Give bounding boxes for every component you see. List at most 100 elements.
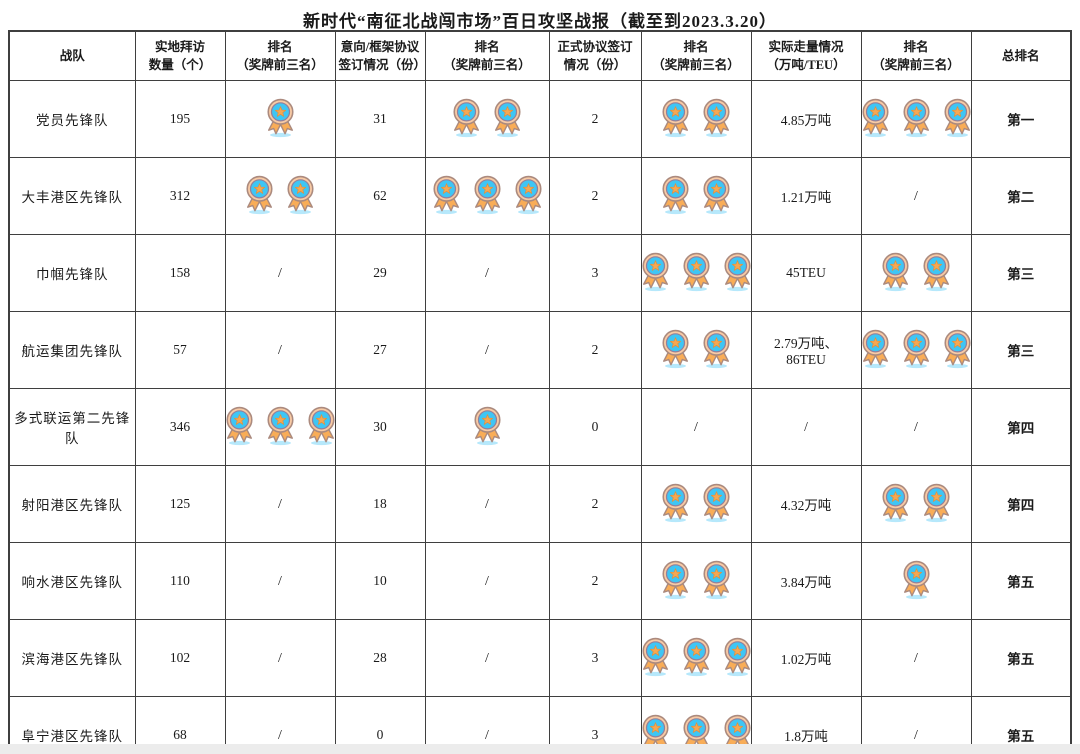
medal-group (645, 174, 748, 219)
medal-icon (658, 97, 693, 142)
medal-icon (862, 97, 893, 142)
medal-icon (919, 251, 954, 296)
overall-rank-cell: 第五 (970, 542, 1072, 620)
formal-rank-cell (640, 311, 752, 389)
volume-cell: 1.02万吨 (750, 619, 862, 697)
volume-rank-cell: / (860, 619, 972, 697)
visits-rank-cell: / (224, 311, 336, 389)
medal-icon (511, 174, 546, 219)
formal-cell: 3 (548, 234, 642, 312)
volume-cell: 4.32万吨 (750, 465, 862, 543)
medal-group (862, 97, 970, 142)
intent-cell: 27 (334, 311, 426, 389)
visits-cell: 110 (134, 542, 226, 620)
medal-icon (642, 251, 673, 296)
intent-cell: 62 (334, 157, 426, 235)
overall-rank-cell: 第一 (970, 80, 1072, 158)
medal-group (226, 405, 334, 450)
column-header-4: 排名 （奖牌前三名） (424, 30, 550, 81)
medal-group (642, 636, 750, 681)
column-header-1: 实地拜访 数量（个） (134, 30, 226, 81)
medal-icon (642, 636, 673, 681)
medal-icon (263, 405, 298, 450)
intent-rank-cell: / (424, 619, 550, 697)
column-header-5: 正式协议签订 情况（份） (548, 30, 642, 81)
volume-rank-cell: / (860, 388, 972, 466)
no-rank-text: / (485, 496, 489, 512)
table-row: 航运集团先锋队 57 / 27 / 2 2.79万吨、86TEU 第三 (8, 311, 1072, 389)
intent-rank-cell: / (424, 234, 550, 312)
medal-icon (899, 559, 934, 604)
medal-icon (470, 174, 505, 219)
medal-icon (699, 559, 734, 604)
intent-cell: 30 (334, 388, 426, 466)
medal-icon (470, 405, 505, 450)
intent-cell: 10 (334, 542, 426, 620)
table-row: 射阳港区先锋队 125 / 18 / 2 4.32万吨 第四 (8, 465, 1072, 543)
intent-rank-cell (424, 80, 550, 158)
volume-cell: / (750, 388, 862, 466)
visits-cell: 158 (134, 234, 226, 312)
medal-group (645, 97, 748, 142)
visits-cell: 346 (134, 388, 226, 466)
team-cell: 巾帼先锋队 (8, 234, 136, 312)
volume-cell: 1.21万吨 (750, 157, 862, 235)
no-rank-text: / (914, 188, 918, 204)
medal-group (865, 482, 968, 527)
intent-rank-cell: / (424, 542, 550, 620)
formal-rank-cell (640, 234, 752, 312)
formal-cell: 2 (548, 311, 642, 389)
medal-icon (226, 405, 257, 450)
formal-rank-cell (640, 80, 752, 158)
no-rank-text: / (914, 650, 918, 666)
no-rank-text: / (485, 727, 489, 743)
overall-rank-cell: 第四 (970, 388, 1072, 466)
visits-rank-cell: / (224, 234, 336, 312)
volume-rank-cell (860, 311, 972, 389)
medal-icon (878, 482, 913, 527)
volume-cell: 45TEU (750, 234, 862, 312)
medal-group (645, 559, 748, 604)
visits-rank-cell: / (224, 619, 336, 697)
table-row: 大丰港区先锋队 312 62 2 1.21万吨 / 第二 (8, 157, 1072, 235)
medal-group (865, 251, 968, 296)
medal-icon (242, 174, 277, 219)
table-row: 巾帼先锋队 158 / 29 / 3 45TEU 第三 (8, 234, 1072, 312)
medal-icon (449, 97, 484, 142)
table-row: 响水港区先锋队 110 / 10 / 2 3.84万吨 第五 (8, 542, 1072, 620)
intent-rank-cell (424, 157, 550, 235)
medal-icon (263, 97, 298, 142)
intent-rank-cell (424, 388, 550, 466)
medal-group (865, 559, 968, 604)
visits-rank-cell (224, 388, 336, 466)
medal-icon (679, 636, 714, 681)
visits-cell: 312 (134, 157, 226, 235)
no-rank-text: / (694, 419, 698, 435)
no-rank-text: / (278, 265, 282, 281)
medal-icon (658, 482, 693, 527)
formal-rank-cell (640, 619, 752, 697)
team-cell: 射阳港区先锋队 (8, 465, 136, 543)
no-rank-text: / (278, 342, 282, 358)
medal-group (645, 482, 748, 527)
team-cell: 滨海港区先锋队 (8, 619, 136, 697)
page-title: 新时代“南征北战闯市场”百日攻坚战报（截至到2023.3.20） (303, 12, 777, 31)
no-rank-text: / (485, 342, 489, 358)
visits-cell: 195 (134, 80, 226, 158)
intent-cell: 18 (334, 465, 426, 543)
medal-icon (899, 97, 934, 142)
formal-rank-cell: / (640, 388, 752, 466)
medal-icon (919, 482, 954, 527)
visits-rank-cell (224, 157, 336, 235)
visits-cell: 57 (134, 311, 226, 389)
medal-group (229, 174, 332, 219)
no-rank-text: / (278, 650, 282, 666)
volume-cell: 3.84万吨 (750, 542, 862, 620)
column-header-2: 排名 （奖牌前三名） (224, 30, 336, 81)
medal-group (429, 405, 546, 450)
formal-cell: 0 (548, 388, 642, 466)
no-rank-text: / (278, 727, 282, 743)
column-header-0: 战队 (8, 30, 136, 81)
column-header-8: 排名 （奖牌前三名） (860, 30, 972, 81)
